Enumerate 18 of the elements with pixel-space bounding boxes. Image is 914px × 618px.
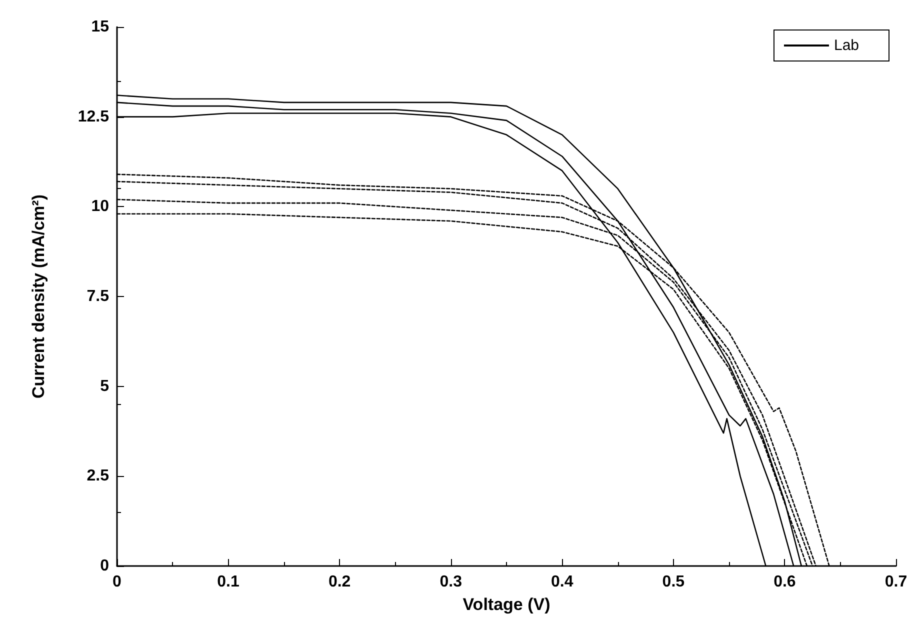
- x-tick-label: 0.1: [217, 574, 240, 590]
- x-tick-label: 0.5: [662, 574, 685, 590]
- y-tick-label: 12.5: [78, 108, 110, 126]
- y-tick-label: 10: [91, 198, 110, 216]
- x-tick-label: 0.4: [551, 574, 574, 590]
- x-tick-label: 0.7: [884, 574, 908, 590]
- y-tick-label: 15: [91, 18, 110, 36]
- y-tick-label: 2.5: [86, 468, 110, 485]
- x-axis-title: Voltage (V): [462, 595, 550, 614]
- x-tick-label: 0.6: [774, 574, 796, 590]
- y-tick-label: 0: [100, 558, 110, 574]
- x-tick-label: 0.2: [328, 574, 351, 590]
- legend-label: Lab: [834, 37, 860, 54]
- x-tick-label: 0.3: [440, 574, 462, 590]
- y-tick-label: 7.5: [86, 288, 110, 305]
- y-tick-label: 5: [100, 378, 110, 395]
- y-axis-title: Current density (mA/cm²): [29, 194, 48, 399]
- x-tick-label: 0: [112, 574, 122, 590]
